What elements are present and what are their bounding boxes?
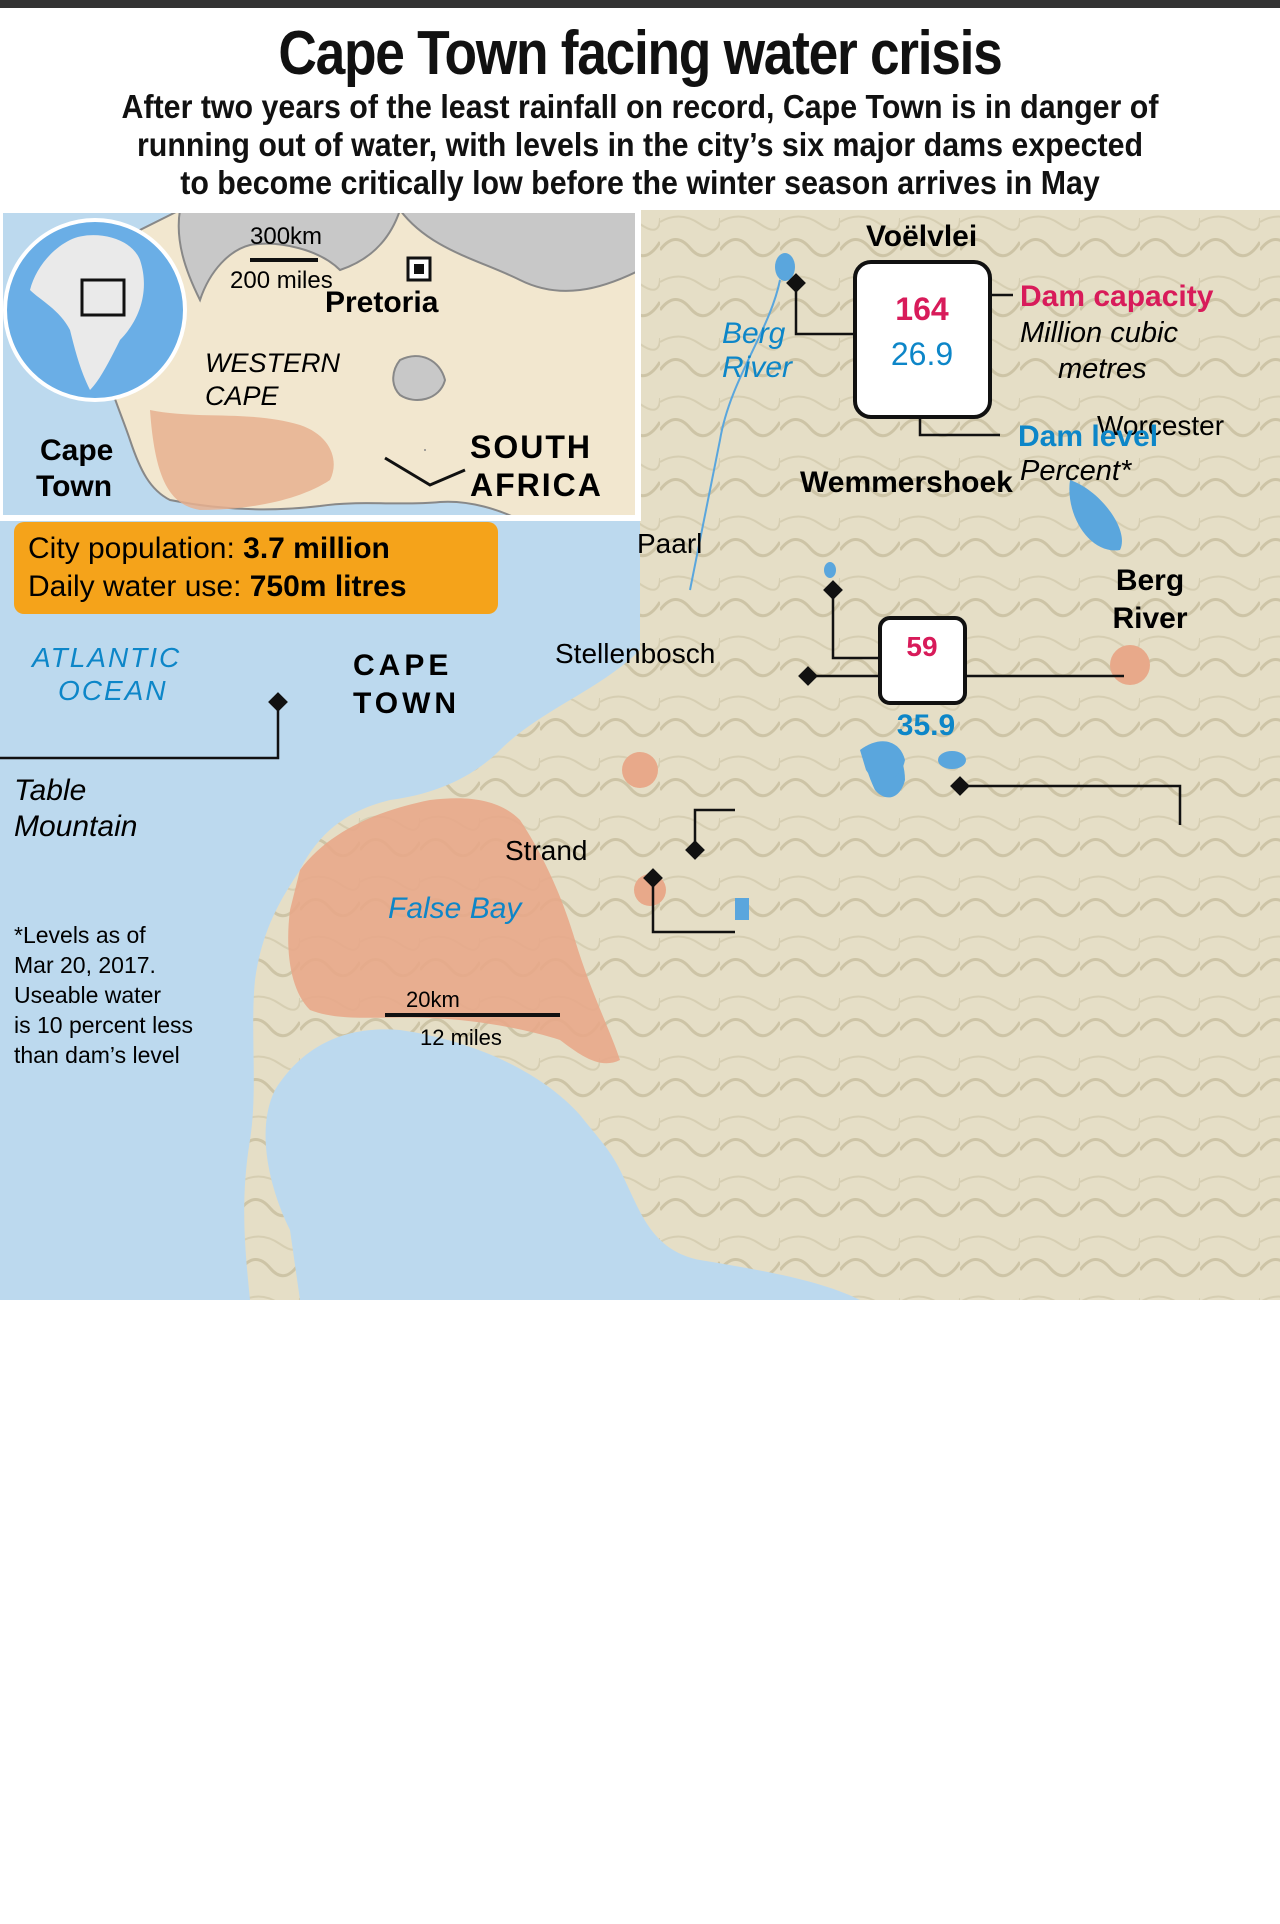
label-town: TOWN [353,687,460,720]
dam-name-1: Berg [1116,564,1184,597]
dam-name-2: River [1112,602,1187,635]
label-false-bay: False Bay [388,892,523,925]
chart-area [0,1300,1280,1560]
dam-berg-river: Berg River [1112,564,1187,635]
label-paarl: Paarl [637,528,702,559]
dam-level: 35.9 [897,709,955,742]
label-stellenbosch: Stellenbosch [555,638,715,669]
legend-level-unit: Percent* [1020,455,1133,487]
legend-capacity: Dam capacity [1020,280,1214,313]
svg-text:Daily water use: 750m litres: Daily water use: 750m litres [28,570,407,603]
dam-capacity: 164 [895,291,949,327]
label-south: SOUTH [470,429,592,465]
urban-area [288,798,620,1064]
footnote-3: Useable water [14,982,161,1008]
label-western-2: CAPE [205,381,280,411]
label-table: Table [14,774,86,807]
label-mountain: Mountain [14,810,137,843]
label-berg-river-2: River [722,351,793,384]
brandvlei-lake [1069,480,1122,551]
dam-tank [853,260,992,419]
dam-name: Voëlvlei [866,220,977,253]
worcester-area [1110,645,1150,685]
inset-scale-km: 300km [250,223,322,250]
region-map: 300km 200 miles Pretoria WESTERN CAPE Ca… [0,210,1280,1300]
footnote-1: *Levels as of [14,922,146,948]
inset-scale-miles: 200 miles [230,267,333,294]
footnote-2: Mar 20, 2017. [14,952,156,978]
svg-text:City population: 3.7 million: City population: 3.7 million [28,532,390,565]
label-africa: AFRICA [470,467,603,503]
label-berg-river-1: Berg [722,317,786,350]
info-box: City population: 3.7 million Daily water… [14,522,498,614]
theewaterskloof-lake-east [938,751,966,769]
globe-icon [3,218,187,402]
label-pretoria: Pretoria [325,286,439,319]
subtitle-line-3: to become critically low before the wint… [180,164,1100,201]
population-label: City population: [28,532,243,565]
map-scale-km: 20km [406,987,460,1012]
subtitle-line-2: running out of water, with levels in the… [136,126,1144,163]
wemmershoek-lake [824,562,836,578]
berg-river [689,279,781,591]
page-title: Cape Town facing water crisis [278,19,1002,88]
legend-capacity-unit-1: Million cubic [1020,317,1178,349]
label-strand: Strand [505,835,588,866]
dam-voelvlei: Voëlvlei 164 26.9 [853,220,992,419]
footnote-4: is 10 percent less [14,1012,193,1038]
map-scale-miles: 12 miles [420,1025,502,1050]
label-cape-town-2: Town [36,470,112,503]
water-use-value: 750m litres [250,570,407,603]
paarl-area [622,752,658,788]
voelvlei-lake [775,253,795,281]
population-value: 3.7 million [243,532,390,565]
top-rule [0,0,1280,8]
dam-level: 26.9 [891,336,953,372]
label-atlantic: ATLANTIC [30,642,181,673]
dam-wemmershoek: Wemmershoek 59 35.9 [800,466,1013,742]
label-cape: CAPE [353,649,452,682]
dam-tank [878,616,967,705]
land [244,210,1280,1300]
label-ocean: OCEAN [58,675,168,706]
dam-name: Wemmershoek [800,466,1013,499]
label-western-1: WESTERN [205,348,341,378]
subtitle-line-1: After two years of the least rainfall on… [121,88,1159,125]
dam-capacity: 59 [906,631,937,662]
label-cape-town-1: Cape [40,434,113,467]
legend-level: Dam level [1018,420,1158,453]
theewaterskloof-lake [860,741,905,781]
steenbras-lake [735,898,749,920]
label-worcester: Worcester [1097,410,1224,441]
footnote-5: than dam’s level [14,1042,180,1068]
water-use-label: Daily water use: [28,570,250,603]
legend-capacity-unit-2: metres [1058,353,1147,385]
